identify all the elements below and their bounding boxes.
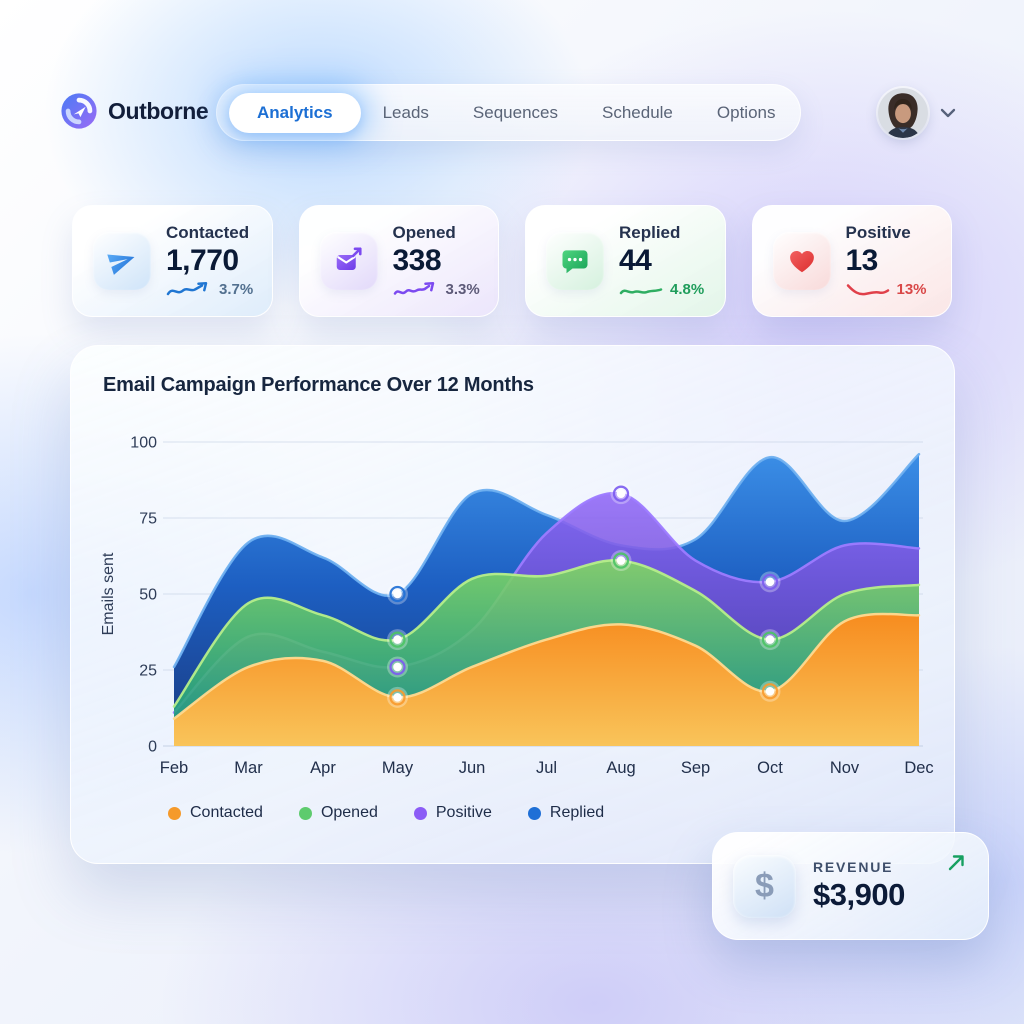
legend-dot-icon [298, 806, 312, 820]
dollar-symbol: $ [755, 866, 774, 905]
nav-item-sequences[interactable]: Sequences [472, 102, 558, 122]
heart-icon [772, 232, 831, 290]
legend-label: Replied [549, 804, 605, 821]
trend-sparkline-icon [619, 281, 663, 299]
stats-row: Contacted 1,770 3.7% Opened 338 3.3% Replied 44… [72, 205, 952, 317]
mail-open-icon [319, 232, 378, 290]
x-tick-label: Jul [536, 759, 557, 777]
stat-change: 4.8% [670, 281, 705, 298]
line-series-contacted [172, 612, 921, 720]
x-tick-label: Dec [904, 759, 933, 777]
nav-item-analytics[interactable]: Analytics [229, 92, 361, 133]
y-tick-label: 75 [139, 511, 157, 528]
dollar-icon: $ [733, 854, 796, 918]
x-tick-label: Sep [681, 759, 710, 777]
x-tick-label: May [382, 759, 414, 777]
x-tick-label: Mar [234, 759, 263, 777]
stat-label: Positive [845, 222, 911, 242]
legend-dot-icon [168, 806, 181, 820]
y-axis-label: Emails sent [100, 552, 117, 635]
stat-change: 3.3% [445, 281, 480, 298]
nav-item-options[interactable]: Options [716, 102, 776, 122]
nav-item-schedule[interactable]: Schedule [602, 102, 673, 122]
area-chart: 100 75 50 25 0 Emails sent Feb Mar Apr May Jun Jul A… [100, 435, 934, 778]
stat-card-opened: Opened 338 3.3% [298, 205, 499, 317]
legend-dot-icon [413, 806, 427, 820]
stat-label: Contacted [166, 222, 250, 242]
chart-title: Email Campaign Performance Over 12 Month… [103, 374, 534, 396]
y-tick-label: 0 [148, 739, 157, 756]
area-series-contacted [174, 613, 919, 746]
x-tick-label: Feb [160, 759, 188, 777]
brand-logo[interactable]: Outborne [60, 92, 209, 130]
main-nav: Analytics Leads Sequences Schedule Options [216, 84, 801, 141]
stat-change: 13% [896, 281, 927, 298]
legend-item-opened[interactable]: Opened [298, 804, 378, 822]
stat-value: 13 [845, 243, 879, 277]
trend-sparkline-icon [166, 280, 212, 300]
y-tick-label: 50 [139, 587, 157, 604]
legend-item-replied[interactable]: Replied [527, 804, 605, 822]
paper-plane-icon [93, 232, 151, 290]
chevron-down-icon[interactable] [940, 108, 956, 118]
trend-sparkline-icon [393, 280, 439, 300]
stat-card-contacted: Contacted 1,770 3.7% [72, 205, 273, 317]
x-tick-label: Oct [757, 759, 783, 777]
legend-label: Contacted [190, 804, 263, 821]
stat-value: 1,770 [166, 243, 239, 277]
chart-legend: Contacted Opened Positive Replied [168, 804, 604, 822]
data-point-marker [387, 583, 408, 605]
revenue-label: REVENUE [813, 859, 894, 875]
line-series-opened [172, 559, 921, 708]
data-point-marker [387, 629, 408, 651]
legend-item-positive[interactable]: Positive [413, 804, 492, 822]
avatar[interactable] [878, 88, 928, 138]
stat-change: 3.7% [219, 281, 254, 298]
stat-label: Replied [619, 222, 681, 242]
stat-card-replied: Replied 44 4.8% [525, 205, 726, 317]
legend-label: Positive [435, 804, 492, 821]
x-tick-label: Apr [310, 759, 336, 777]
x-tick-label: Nov [830, 759, 860, 777]
data-point-marker [759, 680, 781, 702]
data-point-marker [610, 550, 632, 572]
stat-value: 338 [392, 243, 442, 277]
line-series-replied [172, 452, 921, 669]
stat-value: 44 [619, 243, 652, 277]
data-point-marker [759, 571, 781, 593]
trend-sparkline-icon [846, 281, 890, 299]
data-point-marker [387, 656, 408, 678]
brand-name: Outborne [108, 97, 209, 124]
data-point-marker [610, 483, 632, 505]
outborne-logo-icon [60, 92, 98, 130]
y-tick-label: 100 [130, 435, 157, 452]
data-point-marker [387, 686, 408, 708]
trend-up-arrow-icon [947, 853, 966, 877]
data-point-marker [759, 629, 781, 651]
x-tick-label: Jun [459, 759, 486, 777]
revenue-card: $ REVENUE $3,900 [712, 832, 989, 940]
legend-dot-icon [527, 806, 541, 820]
legend-item-contacted[interactable]: Contacted [168, 804, 263, 822]
revenue-value: $3,900 [813, 877, 905, 912]
chart-card: Email Campaign Performance Over 12 Month… [70, 345, 955, 864]
chat-bubble-icon [546, 232, 604, 290]
stat-card-positive: Positive 13 13% [751, 205, 952, 317]
legend-label: Opened [320, 804, 378, 821]
x-tick-label: Aug [606, 759, 635, 777]
nav-item-leads[interactable]: Leads [382, 102, 429, 122]
stat-label: Opened [392, 222, 456, 242]
y-tick-label: 25 [139, 663, 157, 680]
